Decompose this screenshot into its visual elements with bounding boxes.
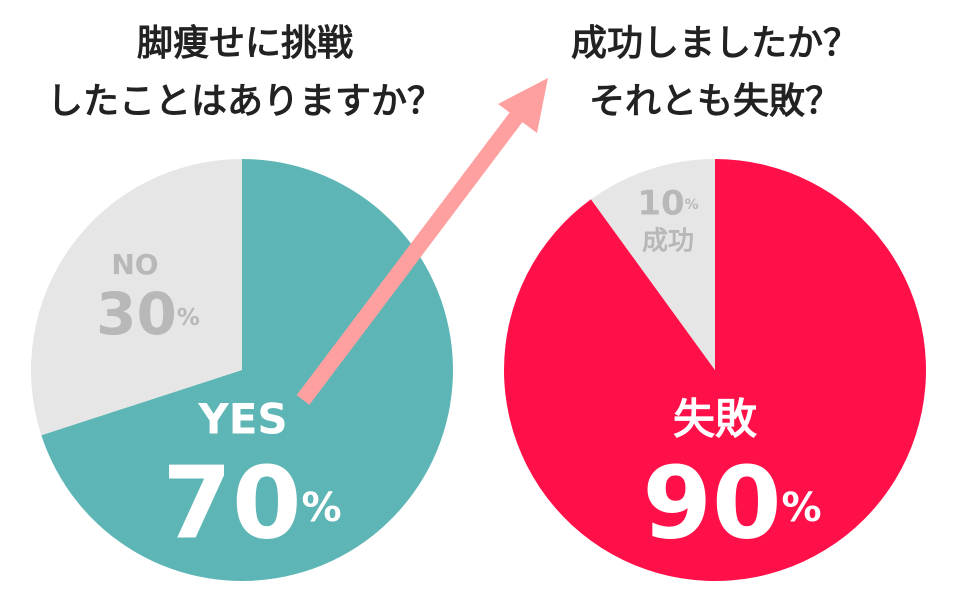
slice-category-label: YES [197,395,287,444]
chart-title: 脚痩せに挑戦 [137,23,353,64]
slice-category-label: 失敗 [673,395,758,444]
arrow-shaft [296,107,527,405]
pies [30,159,927,581]
arrow [296,78,548,405]
pie-slice [590,159,715,370]
chart-title: それとも失敗？ [589,81,841,122]
slice-category-label: 成功 [642,227,694,257]
chart-title: 成功しましたか？ [571,23,859,64]
pie-slice [41,159,453,581]
chart-title: したことはありますか？ [47,81,443,122]
arrow-head [498,78,548,133]
slice-category-label: NO [111,248,158,281]
pie-slice [30,159,242,436]
